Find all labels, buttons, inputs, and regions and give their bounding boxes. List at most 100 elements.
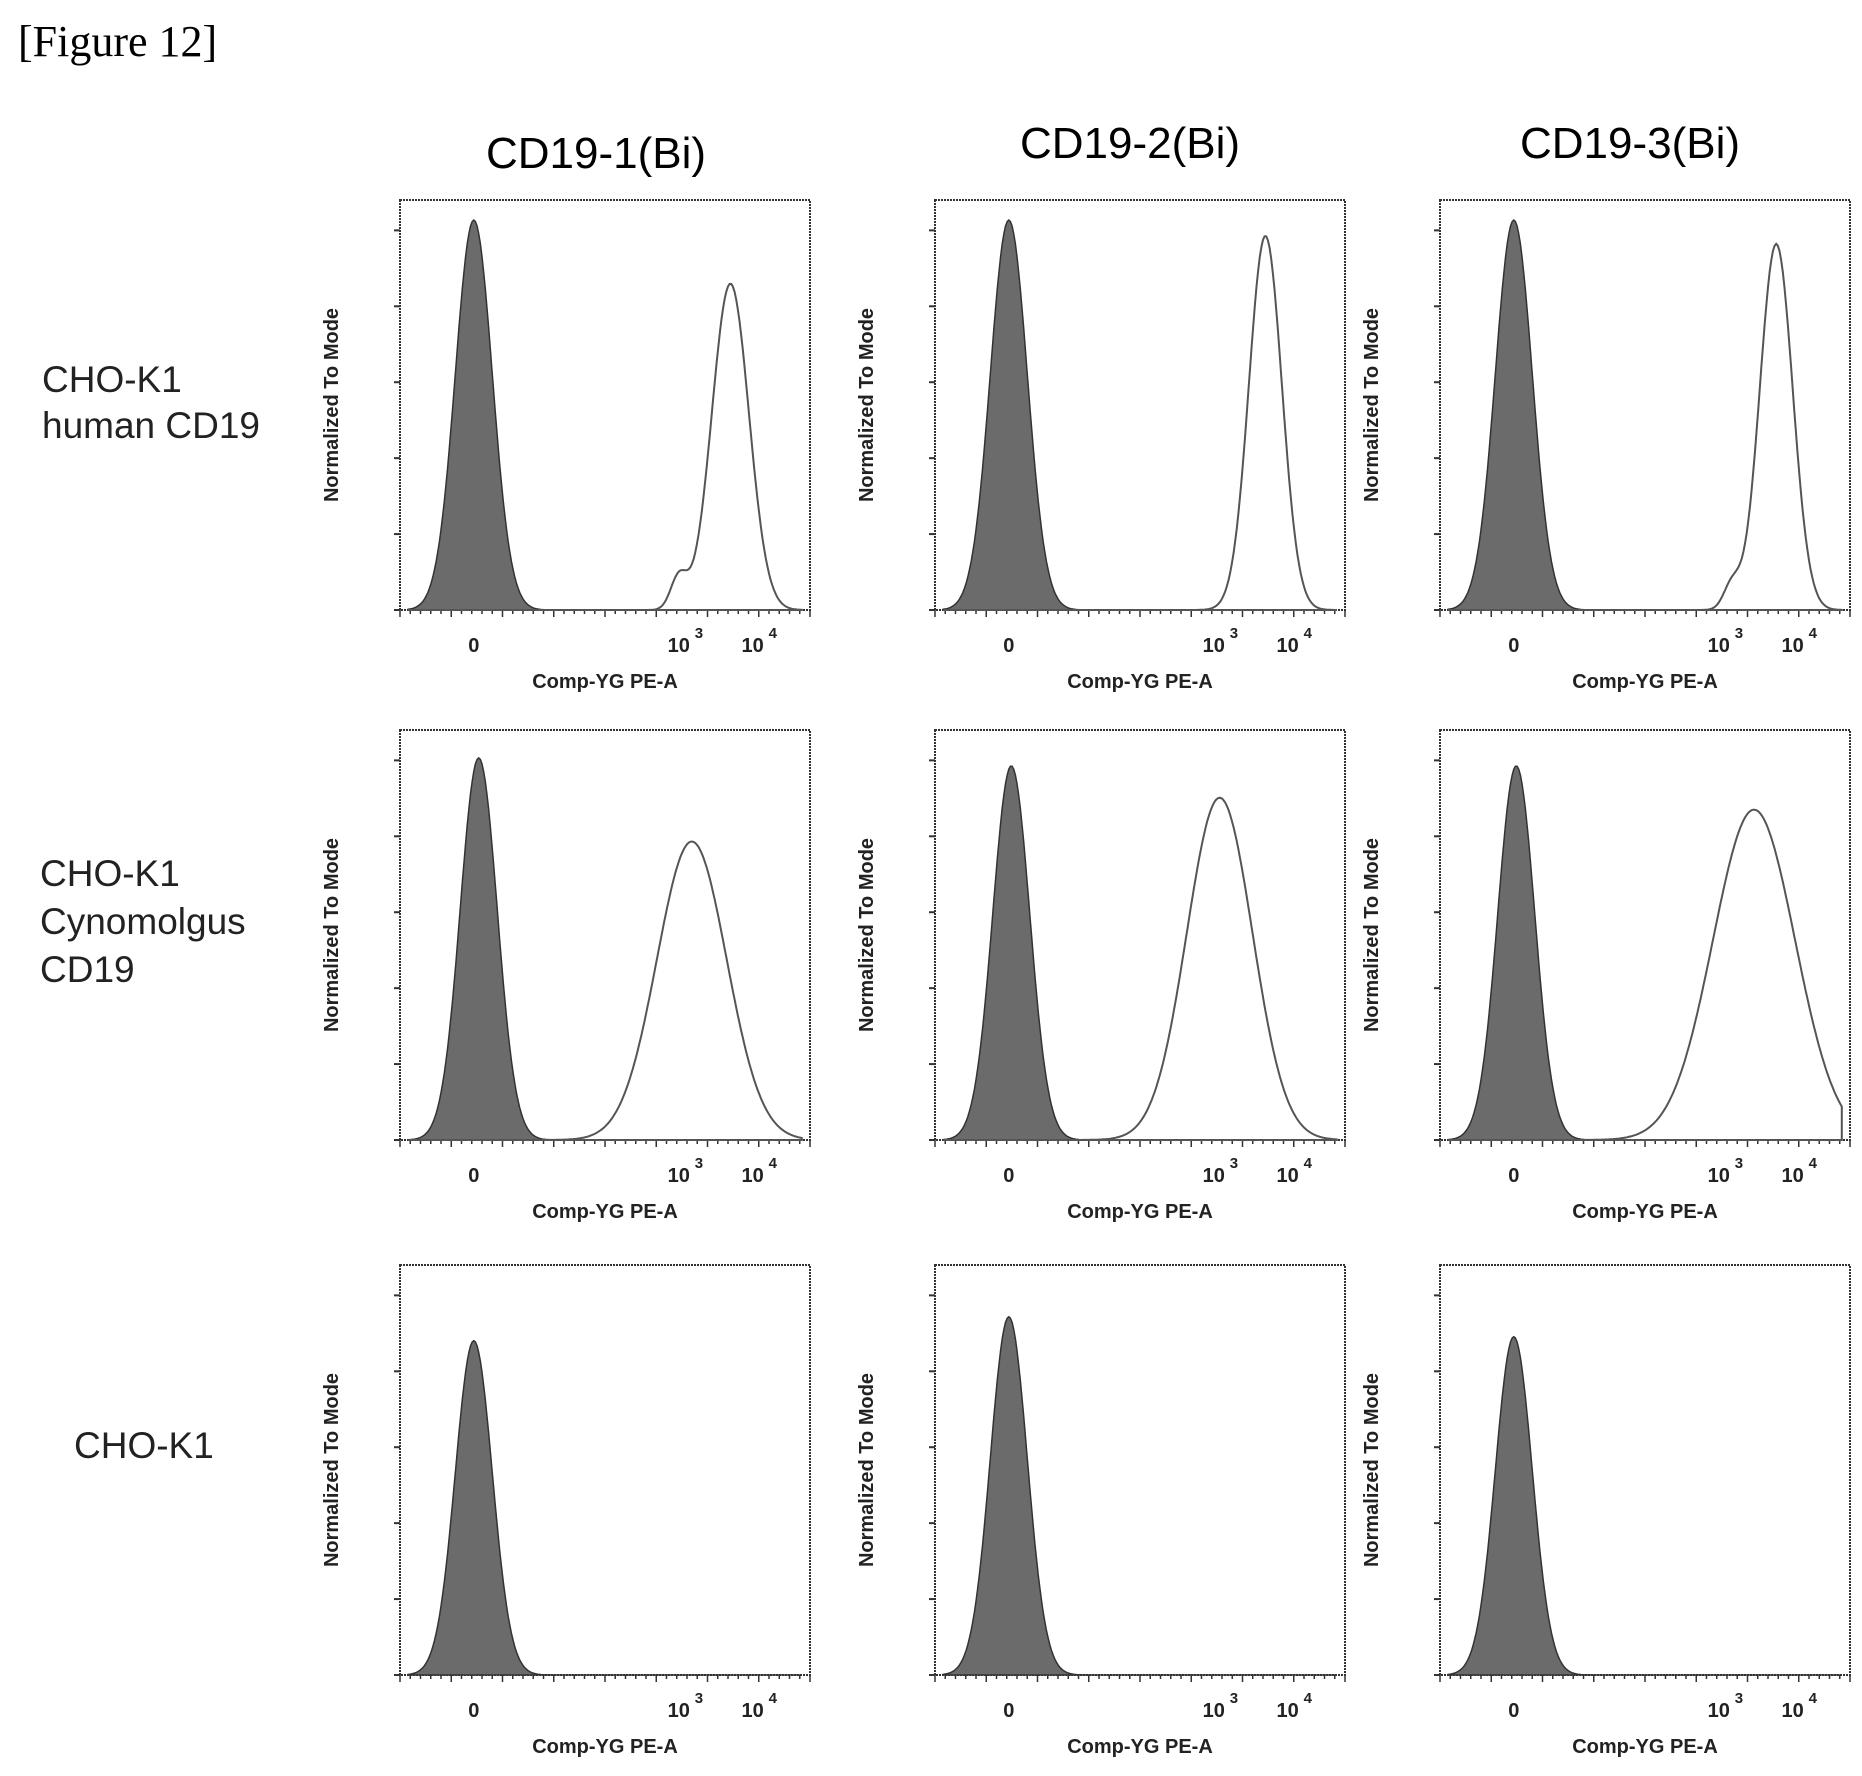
- row-label-human-line-1: CHO-K1: [42, 359, 182, 400]
- x-tick-label: 0: [1003, 635, 1014, 657]
- x-tick-label-exponent: 4: [1304, 1690, 1313, 1707]
- row-label-cynomolgus: CHO-K1 Cynomolgus CD19: [40, 853, 246, 990]
- x-tick-label: 10: [1708, 635, 1730, 657]
- y-axis-label: Normalized To Mode: [856, 308, 878, 502]
- row-label-human-line-2: human CD19: [42, 405, 260, 446]
- sample-histogram: [408, 282, 803, 611]
- x-tick-label-exponent: 4: [1809, 625, 1818, 642]
- x-tick-label: 0: [1508, 635, 1519, 657]
- x-tick-label: 10: [741, 1700, 763, 1722]
- row-label-cho-k1: CHO-K1: [74, 1425, 214, 1466]
- x-tick-label: 10: [741, 1165, 763, 1187]
- y-axis-label: Normalized To Mode: [1361, 1373, 1383, 1567]
- control-histogram: [407, 756, 802, 1141]
- control-histogram: [942, 1315, 1337, 1676]
- row-label-cyno-line-2: Cynomolgus: [40, 901, 246, 942]
- histogram-panel: 0 10 3 10 4 Comp-YG PE-A Normalized To Mode: [1361, 1264, 1851, 1758]
- x-tick-label-exponent: 4: [1809, 1155, 1818, 1172]
- histogram-panel: 0 10 3 10 4 Comp-YG PE-A Normalized To Mode: [856, 729, 1346, 1223]
- x-tick-label-exponent: 4: [769, 625, 778, 642]
- x-axis-label: Comp-YG PE-A: [1572, 1201, 1718, 1223]
- control-histogram: [407, 218, 802, 611]
- x-tick-label-exponent: 4: [1809, 1690, 1818, 1707]
- x-tick-label: 10: [1781, 1165, 1803, 1187]
- column-title-1: CD19-1(Bi): [486, 129, 706, 178]
- x-tick-label: 10: [1708, 1700, 1730, 1722]
- x-axis-label: Comp-YG PE-A: [532, 671, 678, 693]
- x-tick-label-exponent: 3: [1735, 625, 1743, 642]
- x-tick-label-exponent: 3: [695, 1690, 703, 1707]
- figure-label: [Figure 12]: [18, 17, 217, 66]
- x-tick-label: 10: [1708, 1165, 1730, 1187]
- x-tick-label-exponent: 4: [1304, 1155, 1313, 1172]
- x-tick-label: 0: [468, 1700, 479, 1722]
- histogram-panel: 0 10 3 10 4 Comp-YG PE-A Normalized To Mode: [1361, 729, 1851, 1223]
- x-axis-label: Comp-YG PE-A: [1067, 1736, 1213, 1758]
- column-title-2: CD19-2(Bi): [1020, 119, 1240, 168]
- histogram-panel: 0 10 3 10 4 Comp-YG PE-A Normalized To Mode: [321, 729, 811, 1223]
- row-label-cho-line-1: CHO-K1: [74, 1425, 214, 1466]
- x-axis-label: Comp-YG PE-A: [532, 1736, 678, 1758]
- x-tick-label: 10: [1203, 1700, 1225, 1722]
- x-tick-label-exponent: 3: [1230, 625, 1238, 642]
- x-tick-label-exponent: 3: [695, 625, 703, 642]
- x-tick-label: 10: [668, 635, 690, 657]
- control-histogram: [1447, 1335, 1842, 1676]
- y-axis-label: Normalized To Mode: [1361, 308, 1383, 502]
- histogram-grid: 0 10 3 10 4 Comp-YG PE-A Normalized To Mode 0 10…: [321, 199, 1851, 1758]
- x-tick-label-exponent: 3: [1230, 1155, 1238, 1172]
- row-label-cyno-line-1: CHO-K1: [40, 853, 180, 894]
- x-tick-label: 10: [1781, 635, 1803, 657]
- x-tick-label: 10: [1276, 1165, 1298, 1187]
- sample-histogram: [408, 840, 803, 1141]
- control-histogram: [407, 1339, 802, 1676]
- x-tick-label: 0: [468, 1165, 479, 1187]
- x-axis-label: Comp-YG PE-A: [1572, 671, 1718, 693]
- x-tick-label: 10: [668, 1165, 690, 1187]
- x-tick-label-exponent: 4: [769, 1690, 778, 1707]
- x-axis-label: Comp-YG PE-A: [1067, 671, 1213, 693]
- x-tick-label-exponent: 3: [1230, 1690, 1238, 1707]
- x-tick-label: 10: [1276, 635, 1298, 657]
- row-label-cyno-line-3: CD19: [40, 949, 135, 990]
- sample-histogram: [1448, 808, 1843, 1141]
- histogram-panel: 0 10 3 10 4 Comp-YG PE-A Normalized To Mode: [856, 199, 1346, 693]
- histogram-panel: 0 10 3 10 4 Comp-YG PE-A Normalized To Mode: [1361, 199, 1851, 693]
- x-tick-label: 10: [1781, 1700, 1803, 1722]
- x-tick-label: 10: [1203, 1165, 1225, 1187]
- y-axis-label: Normalized To Mode: [856, 1373, 878, 1567]
- x-tick-label: 10: [741, 635, 763, 657]
- x-tick-label: 10: [1276, 1700, 1298, 1722]
- y-axis-label: Normalized To Mode: [856, 838, 878, 1032]
- control-histogram: [942, 218, 1337, 611]
- x-tick-label: 0: [468, 635, 479, 657]
- row-label-human: CHO-K1 human CD19: [42, 359, 260, 446]
- histogram-panel: 0 10 3 10 4 Comp-YG PE-A Normalized To Mode: [321, 199, 811, 693]
- column-title-3: CD19-3(Bi): [1520, 119, 1740, 168]
- histogram-panel: 0 10 3 10 4 Comp-YG PE-A Normalized To Mode: [321, 1264, 811, 1758]
- x-tick-label-exponent: 4: [769, 1155, 778, 1172]
- x-tick-label-exponent: 3: [1735, 1155, 1743, 1172]
- y-axis-label: Normalized To Mode: [321, 838, 343, 1032]
- x-axis-label: Comp-YG PE-A: [1067, 1201, 1213, 1223]
- x-axis-label: Comp-YG PE-A: [532, 1201, 678, 1223]
- x-tick-label: 10: [1203, 635, 1225, 657]
- x-axis-label: Comp-YG PE-A: [1572, 1736, 1718, 1758]
- x-tick-label: 0: [1003, 1165, 1014, 1187]
- x-tick-label-exponent: 4: [1304, 625, 1313, 642]
- sample-histogram: [1448, 242, 1843, 611]
- x-tick-label: 0: [1003, 1700, 1014, 1722]
- y-axis-label: Normalized To Mode: [1361, 838, 1383, 1032]
- x-tick-label: 0: [1508, 1700, 1519, 1722]
- y-axis-label: Normalized To Mode: [321, 308, 343, 502]
- x-tick-label-exponent: 3: [695, 1155, 703, 1172]
- x-tick-label-exponent: 3: [1735, 1690, 1743, 1707]
- histogram-panel: 0 10 3 10 4 Comp-YG PE-A Normalized To Mode: [856, 1264, 1346, 1758]
- y-axis-label: Normalized To Mode: [321, 1373, 343, 1567]
- x-tick-label: 0: [1508, 1165, 1519, 1187]
- sample-histogram: [943, 235, 1337, 611]
- control-histogram: [942, 765, 1337, 1141]
- sample-histogram: [943, 796, 1338, 1141]
- x-tick-label: 10: [668, 1700, 690, 1722]
